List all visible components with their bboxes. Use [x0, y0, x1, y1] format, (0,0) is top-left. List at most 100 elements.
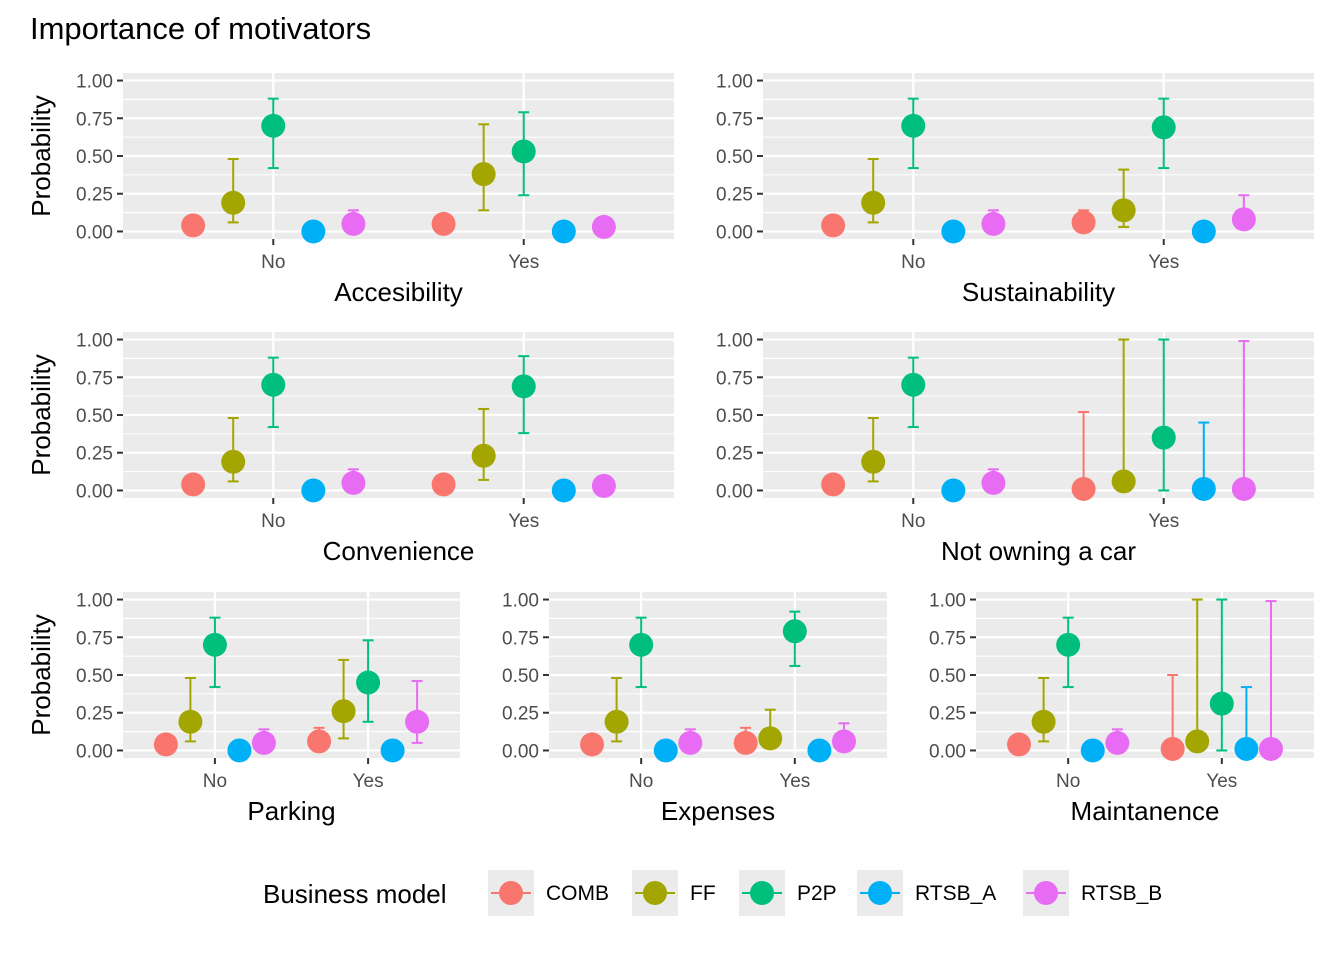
- data-point-comb: [431, 472, 456, 497]
- data-point-ff: [471, 443, 496, 468]
- data-point-rtsb_b: [831, 729, 856, 754]
- x-tick-label: Yes: [508, 511, 539, 532]
- y-tick-label: 0.75: [76, 368, 113, 389]
- data-point-rtsb_a: [1191, 476, 1216, 501]
- data-point-p2p: [629, 632, 654, 657]
- data-point-comb: [307, 729, 332, 754]
- x-tick-label: Yes: [1148, 252, 1179, 273]
- x-tick-label: Yes: [1148, 511, 1179, 532]
- data-point-rtsb_a: [380, 738, 405, 763]
- data-point-ff: [758, 726, 783, 751]
- y-tick-label: 0.25: [76, 704, 113, 725]
- data-point-ff: [861, 190, 886, 215]
- data-point-ff: [331, 699, 356, 724]
- y-tick-label: 1.00: [502, 591, 539, 612]
- panel-1: 0.00 0.25 0.50 0.75 1.00 No Yes Accesibility Pro…: [26, 72, 674, 307]
- legend-label: P2P: [797, 882, 837, 905]
- x-axis-label: Expenses: [661, 796, 775, 826]
- data-point-p2p: [202, 632, 227, 657]
- y-tick-label: 0.25: [502, 704, 539, 725]
- data-point-p2p: [511, 374, 536, 399]
- y-tick-label: 1.00: [76, 72, 113, 93]
- data-point-rtsb_a: [941, 219, 966, 244]
- y-tick-label: 0.50: [76, 147, 113, 168]
- data-point-p2p: [261, 113, 286, 138]
- data-point-rtsb_b: [678, 730, 703, 755]
- data-point-comb: [733, 730, 758, 755]
- x-tick-label: Yes: [1206, 771, 1237, 792]
- data-point-rtsb_a: [301, 478, 326, 503]
- y-tick-label: 0.25: [929, 704, 966, 725]
- legend-item-comb: COMB: [488, 870, 609, 916]
- y-tick-label: 0.50: [716, 147, 753, 168]
- y-tick-label: 0.00: [502, 741, 539, 762]
- data-point-rtsb_b: [1231, 476, 1256, 501]
- panel-2: 0.00 0.25 0.50 0.75 1.00 No Yes Sustainability: [716, 72, 1314, 307]
- legend-item-rtsb_b: RTSB_B: [1023, 870, 1162, 916]
- x-axis-label: Not owning a car: [941, 536, 1136, 566]
- data-point-p2p: [511, 139, 536, 164]
- y-tick-label: 0.25: [716, 444, 753, 465]
- x-axis-label: Maintanence: [1071, 796, 1220, 826]
- y-tick-label: 0.25: [716, 185, 753, 206]
- data-point-comb: [580, 732, 605, 757]
- legend-label: RTSB_B: [1081, 882, 1162, 905]
- legend-key-point: [750, 881, 774, 905]
- data-point-p2p: [261, 372, 286, 397]
- data-point-rtsb_a: [1080, 738, 1105, 763]
- data-point-ff: [1031, 709, 1056, 734]
- y-tick-label: 1.00: [76, 591, 113, 612]
- legend-key-point: [1034, 881, 1058, 905]
- legend-label: FF: [690, 882, 716, 905]
- panel-7: 0.00 0.25 0.50 0.75 1.00 No Yes Maintanence: [929, 591, 1314, 826]
- data-point-comb: [821, 213, 846, 238]
- y-tick-label: 0.50: [502, 666, 539, 687]
- data-point-p2p: [782, 619, 807, 644]
- data-point-rtsb_a: [941, 478, 966, 503]
- y-axis-label: Probability: [26, 614, 56, 735]
- data-point-rtsb_b: [341, 470, 366, 495]
- y-tick-label: 0.50: [716, 406, 753, 427]
- legend-item-p2p: P2P: [739, 870, 837, 916]
- data-point-comb: [153, 732, 178, 757]
- data-point-rtsb_a: [227, 738, 252, 763]
- y-tick-label: 0.75: [716, 109, 753, 130]
- data-point-comb: [181, 213, 206, 238]
- y-tick-label: 0.00: [929, 741, 966, 762]
- y-tick-label: 0.50: [929, 666, 966, 687]
- data-point-comb: [431, 211, 456, 236]
- data-point-rtsb_b: [251, 730, 276, 755]
- legend-label: RTSB_A: [915, 882, 996, 905]
- data-point-ff: [1111, 198, 1136, 223]
- y-tick-label: 1.00: [716, 72, 753, 93]
- panel-3: 0.00 0.25 0.50 0.75 1.00 No Yes Convenience Prob…: [26, 331, 674, 566]
- x-tick-label: No: [901, 252, 925, 273]
- data-point-p2p: [1151, 115, 1176, 140]
- y-axis-label: Probability: [26, 95, 56, 216]
- y-tick-label: 0.00: [76, 481, 113, 502]
- x-tick-label: Yes: [353, 771, 384, 792]
- data-point-ff: [471, 162, 496, 187]
- data-point-rtsb_b: [591, 473, 616, 498]
- data-point-rtsb_a: [551, 219, 576, 244]
- data-point-rtsb_a: [1191, 219, 1216, 244]
- data-point-ff: [1185, 729, 1210, 754]
- data-point-rtsb_a: [1234, 736, 1259, 761]
- x-tick-label: No: [261, 511, 285, 532]
- legend-key-point: [868, 881, 892, 905]
- x-tick-label: No: [261, 252, 285, 273]
- data-point-comb: [1071, 210, 1096, 235]
- data-point-comb: [1160, 736, 1185, 761]
- y-tick-label: 1.00: [929, 591, 966, 612]
- data-point-rtsb_b: [1231, 207, 1256, 232]
- x-tick-label: Yes: [779, 771, 810, 792]
- legend-title: Business model: [263, 879, 447, 909]
- data-point-ff: [221, 449, 246, 474]
- data-point-rtsb_b: [341, 211, 366, 236]
- x-axis-label: Parking: [247, 796, 335, 826]
- data-point-comb: [821, 472, 846, 497]
- data-point-rtsb_a: [551, 478, 576, 503]
- chart-title: Importance of motivators: [30, 11, 371, 46]
